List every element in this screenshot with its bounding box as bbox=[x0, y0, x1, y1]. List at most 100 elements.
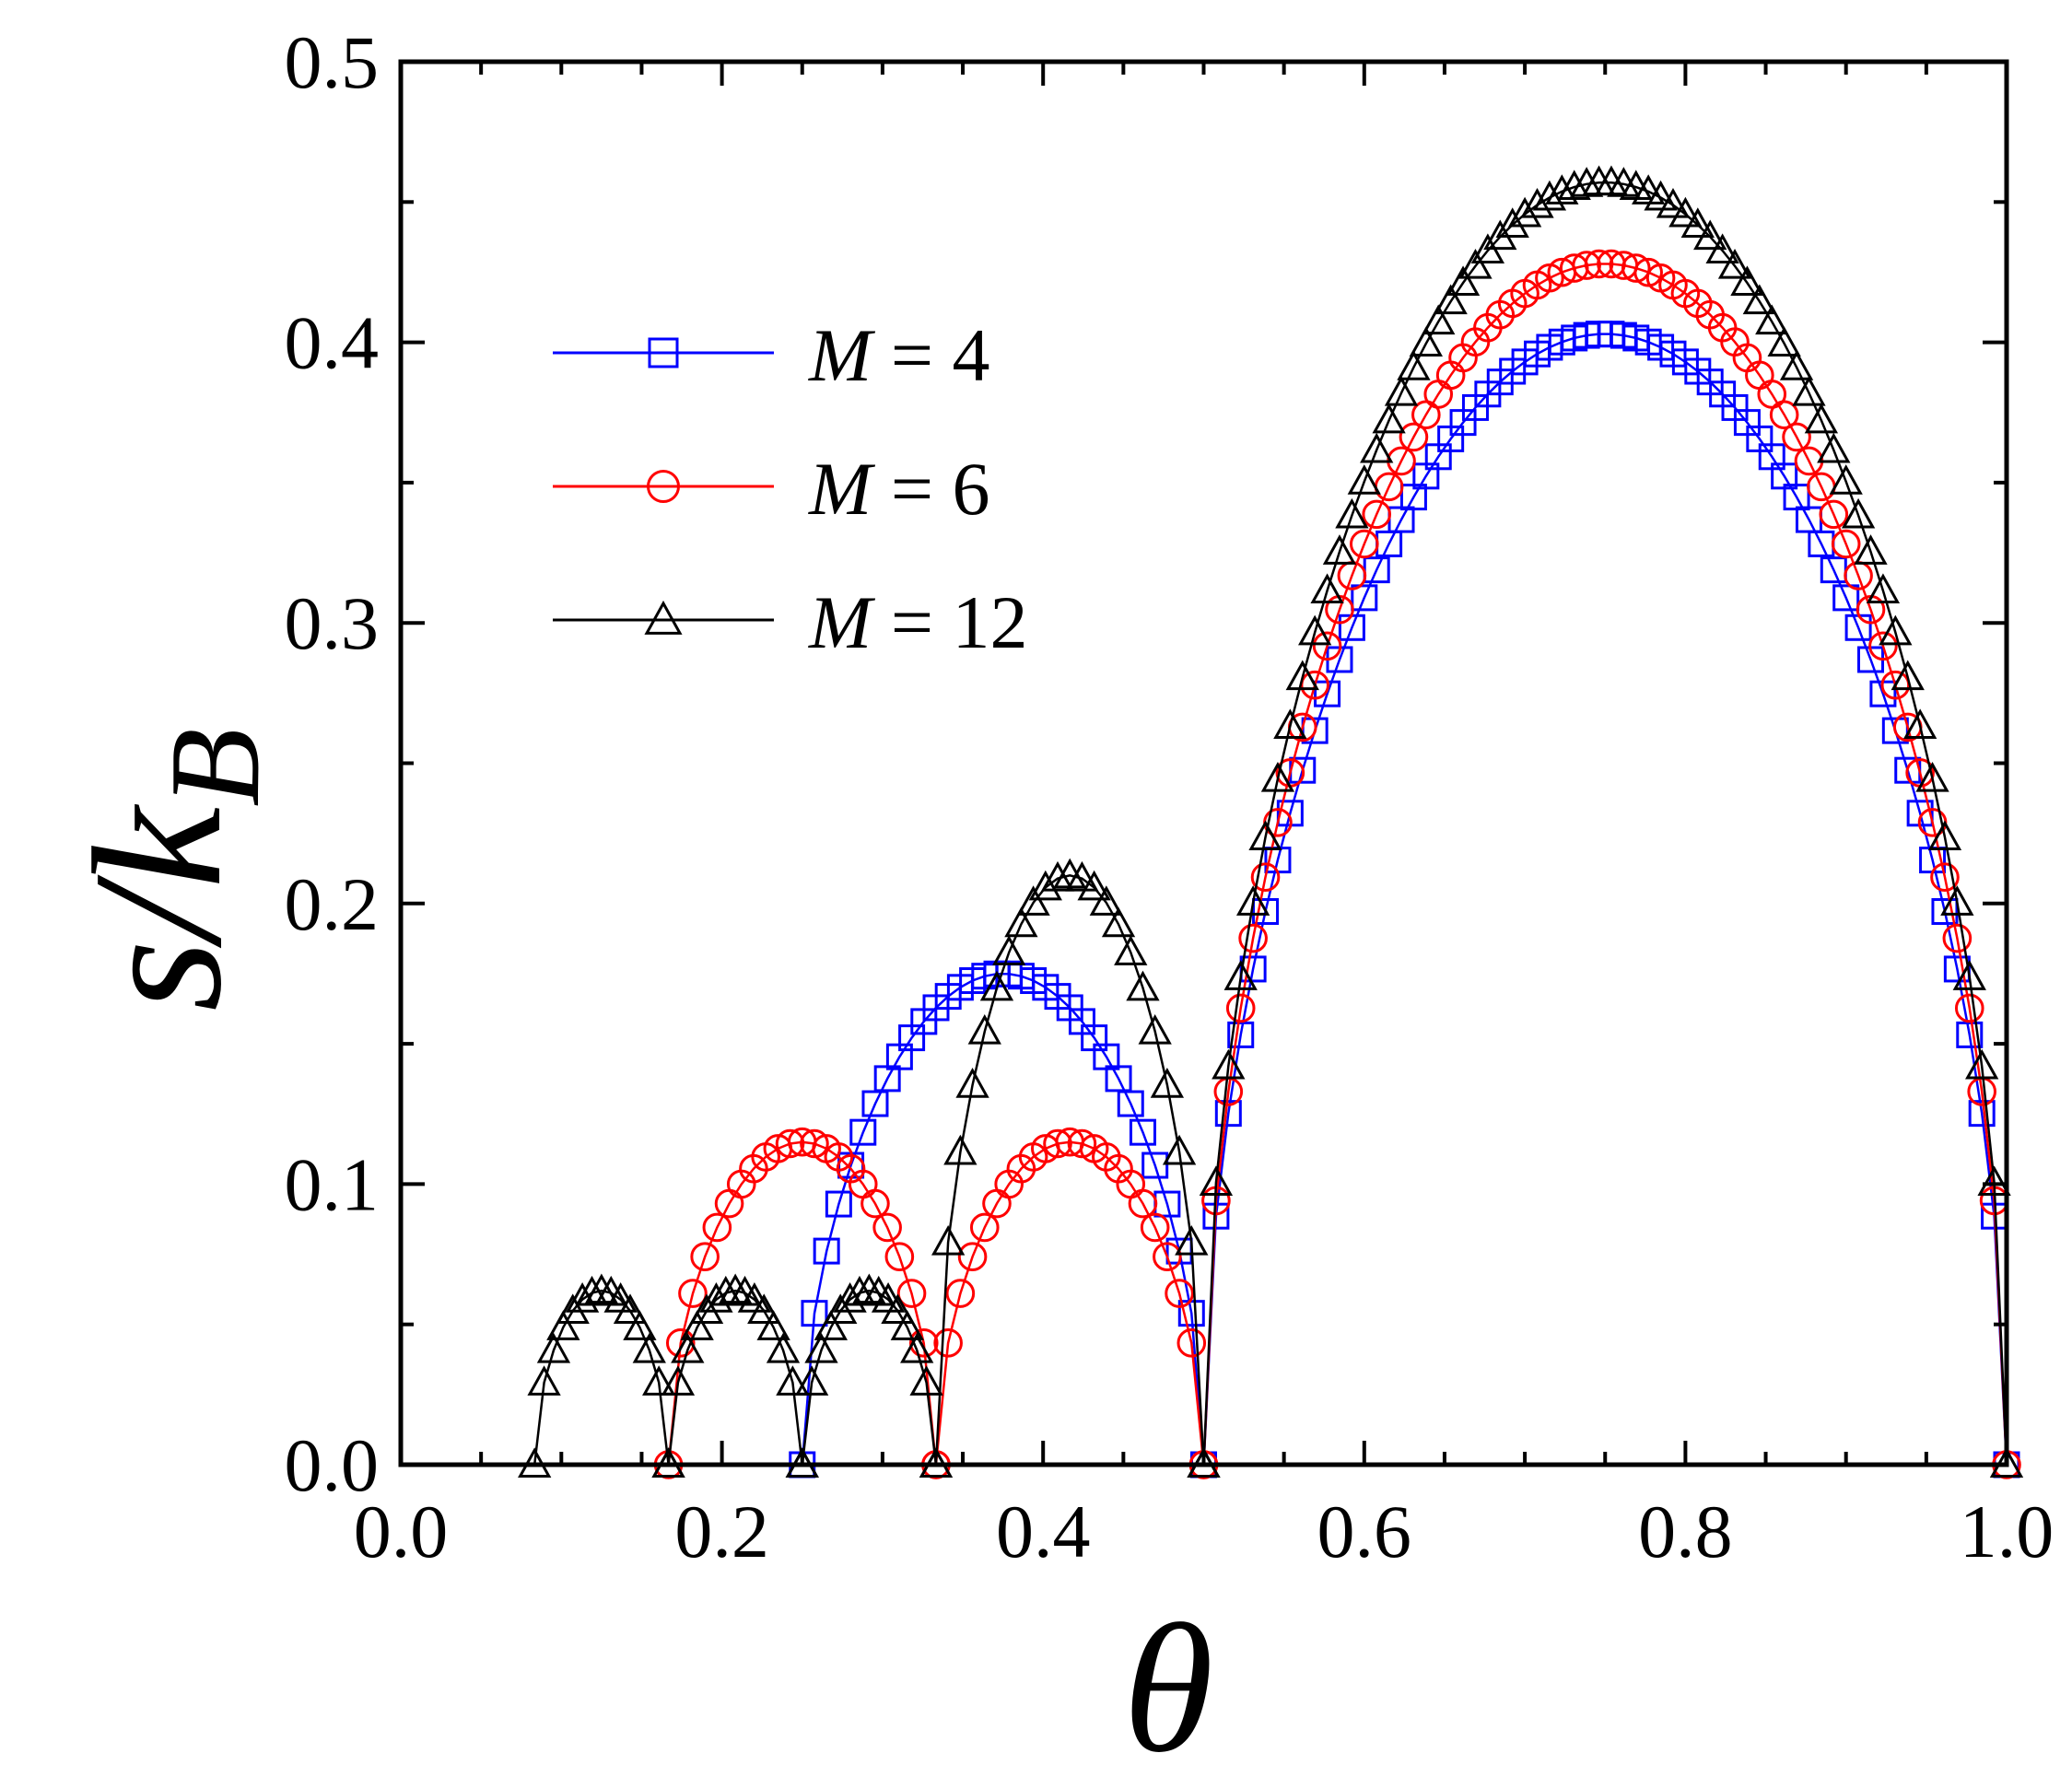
series-M6-point bbox=[1831, 529, 1861, 559]
series-M12-point bbox=[909, 1365, 943, 1396]
series-M12-point bbox=[1532, 180, 1567, 211]
series-M4-point bbox=[1129, 1118, 1156, 1146]
legend-marker-circle bbox=[647, 470, 680, 503]
y-tick-label: 0.1 bbox=[285, 1142, 380, 1226]
series-M12-point bbox=[1397, 350, 1431, 380]
series-M6-point bbox=[1769, 400, 1799, 430]
series-M12-point bbox=[1310, 573, 1344, 604]
series-M12-point bbox=[1298, 614, 1332, 646]
legend-label: M = 12 bbox=[808, 580, 1028, 664]
series-M6-point bbox=[1930, 862, 1960, 893]
series-M12-point bbox=[1952, 960, 1986, 990]
legend-label-rest: = 4 bbox=[872, 313, 989, 397]
series-M12-line-2 bbox=[801, 1289, 938, 1466]
series-M4-point bbox=[813, 1237, 840, 1265]
series-M12-point bbox=[1507, 196, 1542, 228]
series-M12-point bbox=[708, 1275, 743, 1306]
plot-area bbox=[518, 165, 2024, 1479]
series-M4-point bbox=[825, 1190, 852, 1218]
series-M12-point bbox=[1322, 534, 1357, 565]
series-M6-point bbox=[945, 1279, 976, 1308]
series-M12-point bbox=[1927, 820, 1962, 851]
series-M6-point bbox=[678, 1279, 708, 1308]
legend-marker-square bbox=[648, 337, 679, 368]
series-M12-point bbox=[1384, 375, 1419, 406]
series-M6-point bbox=[1399, 422, 1429, 452]
series-M4-point bbox=[1881, 717, 1909, 744]
series-M12-point bbox=[1212, 1048, 1246, 1080]
series-M6-point bbox=[690, 1242, 720, 1272]
series-M12-point bbox=[1138, 1013, 1172, 1045]
series-M12-point bbox=[1422, 304, 1456, 335]
series-M6-point bbox=[665, 1328, 696, 1358]
series-M12-point bbox=[1977, 1165, 2011, 1197]
legend-label: M = 6 bbox=[808, 447, 990, 531]
series-M12-line-4 bbox=[1202, 181, 2008, 1466]
series-M4-line-0 bbox=[801, 973, 1205, 1466]
series-M12-point bbox=[1004, 906, 1038, 938]
series-M6-point bbox=[1043, 1128, 1072, 1159]
series-M12-point bbox=[1854, 534, 1888, 565]
series-M12-point bbox=[1902, 708, 1937, 740]
series-M12-point bbox=[967, 1013, 1001, 1045]
series-M12-point bbox=[1841, 497, 1876, 529]
series-M12-point bbox=[527, 1365, 561, 1396]
series-M12-point bbox=[1409, 326, 1443, 357]
series-M6-point bbox=[1153, 1242, 1182, 1272]
series-M6-point bbox=[800, 1128, 829, 1159]
series-M12-point bbox=[756, 1310, 790, 1340]
series-M12-point bbox=[1028, 870, 1062, 901]
series-M12-point bbox=[1742, 284, 1776, 315]
x-tick-label: 0.8 bbox=[1638, 1490, 1733, 1573]
series-M4-point bbox=[1351, 584, 1378, 612]
series-M12-point bbox=[1126, 970, 1160, 1001]
series-M12-point bbox=[1804, 403, 1839, 434]
series-M6-point bbox=[1176, 1328, 1207, 1358]
series-M6-point bbox=[1165, 1279, 1194, 1308]
legend-item: M = 12 bbox=[553, 580, 1028, 664]
x-tick-label: 0.4 bbox=[996, 1490, 1091, 1573]
legend: M = 4 M = 6 M = 12 bbox=[553, 313, 1028, 664]
series-M12-point bbox=[1101, 906, 1136, 938]
series-M12-point bbox=[1223, 960, 1258, 990]
series-M12-point bbox=[943, 1134, 977, 1165]
series-M6-point bbox=[1140, 1212, 1170, 1243]
x-axis-title: θ bbox=[1123, 1587, 1213, 1765]
legend-label-var: M bbox=[808, 313, 876, 397]
series-M6-point bbox=[969, 1212, 1000, 1243]
series-M4-line-1 bbox=[1202, 333, 2008, 1466]
series-M12-point bbox=[931, 1225, 966, 1256]
series-M6-point bbox=[1572, 251, 1601, 280]
series-M6-point bbox=[1584, 249, 1614, 279]
series-M12-point bbox=[689, 1293, 724, 1324]
series-M12-point bbox=[1792, 375, 1826, 406]
series-M12-point bbox=[1372, 403, 1406, 434]
series-M12-point bbox=[852, 1273, 886, 1304]
series-M12-point bbox=[1175, 1225, 1209, 1256]
series-M6-point bbox=[896, 1279, 927, 1308]
series-M12-point bbox=[546, 1310, 580, 1340]
axis-labels: θ s/kB bbox=[56, 728, 1213, 1765]
series-M6-point bbox=[775, 1128, 805, 1159]
series-M12-point bbox=[1150, 1068, 1185, 1098]
series-M12-point bbox=[671, 1332, 705, 1363]
series-M12-point bbox=[979, 970, 1014, 1001]
series-M6-point bbox=[1312, 631, 1342, 661]
series-M12-point bbox=[1569, 167, 1604, 197]
series-M6-point bbox=[1128, 1188, 1158, 1219]
series-M12-point bbox=[1434, 284, 1468, 315]
y-tick-label: 0.5 bbox=[285, 20, 380, 104]
series-M12-point bbox=[1016, 885, 1050, 916]
series-M6-point bbox=[1782, 422, 1811, 452]
series-M6-point bbox=[1250, 862, 1281, 893]
series-M12-point bbox=[776, 1365, 810, 1396]
series-M12-point bbox=[1114, 935, 1148, 965]
series-M4-point bbox=[1956, 1021, 1984, 1048]
series-M12-point bbox=[955, 1068, 989, 1098]
series-M12-point bbox=[1829, 464, 1863, 495]
series-M12-point bbox=[1285, 660, 1319, 691]
series-M6-point bbox=[1621, 253, 1651, 283]
x-tick-label: 1.0 bbox=[1960, 1490, 2054, 1573]
series-M6-point bbox=[1362, 499, 1392, 530]
series-M12-point bbox=[1817, 432, 1851, 463]
